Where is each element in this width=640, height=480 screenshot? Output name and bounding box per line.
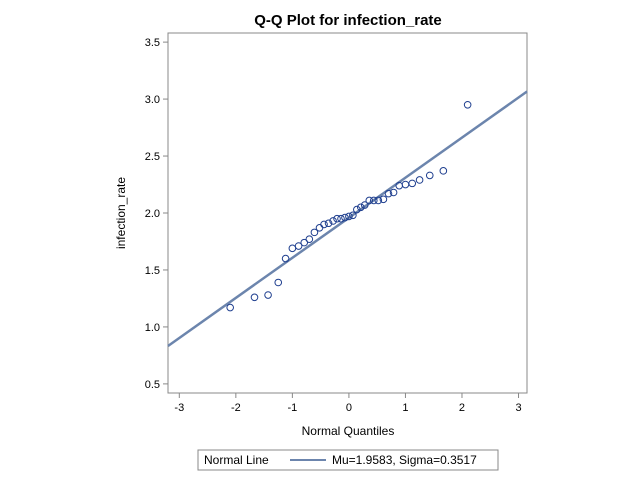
plot-area bbox=[167, 32, 528, 394]
y-tick-label: 2.0 bbox=[145, 208, 160, 220]
data-point bbox=[294, 242, 303, 250]
x-tick-label: 3 bbox=[515, 402, 521, 414]
x-tick-label: 0 bbox=[346, 402, 352, 414]
data-point bbox=[384, 189, 393, 198]
data-point bbox=[349, 211, 357, 220]
data-point bbox=[365, 196, 374, 205]
legend-frame bbox=[197, 449, 499, 471]
data-point bbox=[439, 167, 448, 175]
data-point bbox=[329, 217, 337, 225]
data-point bbox=[310, 228, 319, 237]
x-axis: -3 -2 -1 0 1 2 3 bbox=[174, 393, 522, 414]
data-point bbox=[226, 303, 234, 312]
normal-reference-line bbox=[167, 90, 528, 347]
reference-line-group bbox=[167, 90, 528, 347]
data-point bbox=[415, 176, 424, 184]
legend-series-label: Mu=1.9583, Sigma=0.3517 bbox=[332, 453, 477, 467]
y-axis-label: infection_rate bbox=[114, 177, 128, 249]
data-point bbox=[389, 188, 398, 197]
x-tick-label: -3 bbox=[174, 402, 184, 414]
y-tick-label: 1.5 bbox=[145, 265, 160, 277]
data-point bbox=[379, 195, 388, 204]
data-point bbox=[305, 235, 314, 244]
data-point bbox=[264, 291, 272, 299]
data-point bbox=[408, 179, 417, 188]
chart-title: Q-Q Plot for infection_rate bbox=[254, 12, 442, 29]
data-point bbox=[341, 213, 349, 222]
data-point bbox=[320, 220, 328, 229]
data-point bbox=[345, 212, 353, 221]
data-point bbox=[300, 238, 309, 247]
data-point bbox=[374, 196, 383, 205]
data-point bbox=[281, 254, 290, 263]
data-point bbox=[356, 203, 365, 212]
data-point bbox=[250, 293, 259, 302]
y-tick-label: 3.5 bbox=[145, 37, 160, 49]
data-point bbox=[425, 171, 434, 180]
x-tick-label: -1 bbox=[287, 402, 297, 414]
data-points-group bbox=[226, 100, 472, 312]
data-point bbox=[333, 214, 341, 223]
x-tick-label: -2 bbox=[231, 402, 241, 414]
legend-title: Normal Line bbox=[204, 453, 269, 467]
y-tick-label: 3.0 bbox=[145, 94, 160, 106]
data-point bbox=[324, 219, 333, 228]
y-tick-label: 1.0 bbox=[145, 322, 160, 334]
y-tick-label: 0.5 bbox=[145, 379, 160, 391]
y-axis: 0.5 1.0 1.5 2.0 2.5 3.0 3.5 bbox=[145, 37, 168, 391]
data-point bbox=[360, 201, 369, 209]
x-tick-label: 2 bbox=[459, 402, 465, 414]
x-tick-label: 1 bbox=[402, 402, 408, 414]
data-point bbox=[337, 214, 345, 223]
x-axis-label: Normal Quantiles bbox=[302, 424, 395, 438]
data-point bbox=[274, 278, 283, 287]
data-point bbox=[369, 196, 378, 205]
legend: Normal Line Mu=1.9583, Sigma=0.3517 bbox=[197, 449, 499, 471]
y-tick-label: 2.5 bbox=[145, 151, 160, 163]
data-point bbox=[463, 100, 472, 109]
data-point bbox=[353, 205, 361, 214]
